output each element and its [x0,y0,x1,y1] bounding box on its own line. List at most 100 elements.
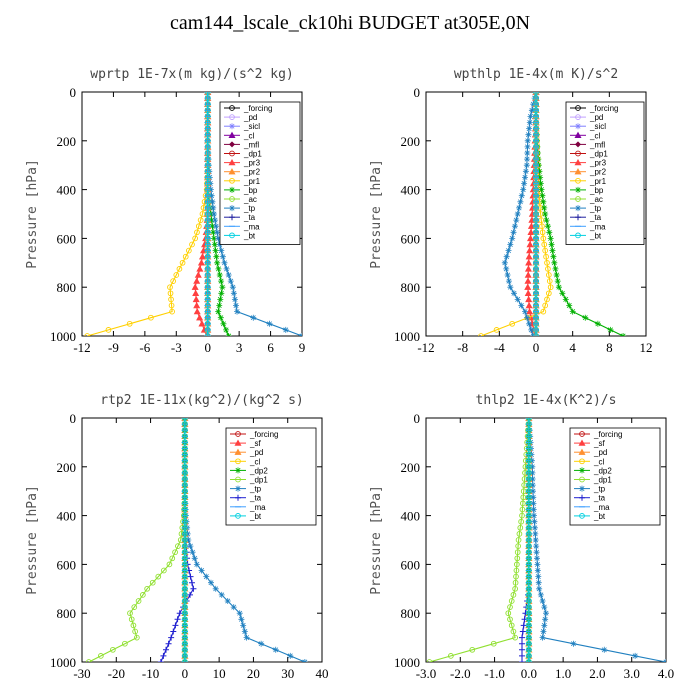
data-point [160,652,167,659]
data-point [516,531,523,537]
legend-label: _dp1 [243,150,262,159]
data-point [224,598,231,604]
data-point [211,211,217,217]
data-point [519,506,526,513]
data-point [525,259,533,266]
series-area [84,92,302,336]
data-point [533,125,539,132]
data-point [526,585,532,592]
data-point [537,174,544,181]
data-point [519,628,526,635]
legend-label: _tp [593,485,606,494]
data-point [149,579,156,586]
data-point [529,463,536,470]
data-point [215,235,222,242]
legend-label: _dp2 [249,466,268,475]
data-point [538,186,545,193]
data-point [555,284,562,291]
data-point [207,186,214,193]
data-point [204,92,211,95]
data-point [189,241,195,248]
legend-label: _bt [243,231,256,240]
legend-marker [575,141,581,148]
x-tick-label: 30 [281,666,294,681]
legend-marker [575,114,581,120]
data-point [601,646,608,653]
legend-marker [229,205,235,212]
y-tick-label: 200 [401,134,421,149]
x-tick-label: -1.0 [484,666,505,681]
data-point [532,530,539,537]
data-point [193,301,201,309]
x-tick-label: -10 [142,666,159,681]
panel-4: thlp2 1E-4x(K^2)/s Pressure [hPa] -3.0 -2.0… [369,393,674,681]
legend-marker [579,431,585,437]
data-point [526,555,532,562]
data-point [546,278,553,284]
legend-entry: _sicl [570,122,606,131]
data-point [530,500,537,507]
legend-entry: _pr3 [570,159,607,168]
series-area [426,418,666,662]
y-tick-label: 400 [57,509,77,524]
data-point [533,211,539,217]
data-point [182,531,188,537]
data-point [533,241,539,248]
legend-marker [235,431,241,437]
series-area [86,418,308,662]
data-point [258,640,265,647]
data-point [168,302,175,309]
series-bt [533,92,539,336]
data-point [533,229,539,236]
series-line [87,92,209,336]
data-point [533,320,539,327]
legend-label: _tp [589,204,602,213]
data-point [215,265,222,272]
data-point [215,308,222,315]
legend-entry: _mfl [570,140,605,149]
legend-label: _pd [593,448,607,457]
data-point [540,628,547,635]
plot-frame [81,417,323,663]
data-point [519,634,525,641]
legend-label: _bt [593,512,606,521]
data-point [213,253,220,260]
data-point [546,229,553,236]
legend-entry: _dp2 [230,466,268,475]
data-point [539,223,545,230]
data-point [204,223,211,230]
data-point [189,549,196,556]
data-point [533,308,539,315]
y-tick-label: 0 [414,85,421,100]
data-point [204,113,211,120]
x-tick-label: 12 [640,340,653,355]
data-point [490,640,497,647]
data-point [204,253,211,260]
legend-marker [575,177,581,184]
legend-label: _bt [589,231,602,240]
data-point [607,326,614,333]
data-point [234,308,241,315]
legend-marker [574,168,582,175]
data-point [536,585,543,592]
data-point [526,531,532,537]
data-point [526,604,532,610]
data-point [230,604,237,611]
legend-marker [228,168,236,175]
data-point [533,162,539,169]
data-point [204,205,211,211]
legend-entry: _forcing [570,104,618,113]
legend-entry: _ta [574,494,606,503]
legend-label: _cl [589,131,600,140]
data-point [533,95,539,101]
data-point [559,290,566,297]
data-point [161,567,167,574]
data-point [182,537,188,543]
data-point [204,162,211,169]
legend-label: _tp [243,204,256,213]
data-point [204,302,211,309]
legend-label: _sicl [589,122,606,131]
data-point [182,610,188,617]
data-point [519,646,525,653]
data-point [541,604,548,611]
